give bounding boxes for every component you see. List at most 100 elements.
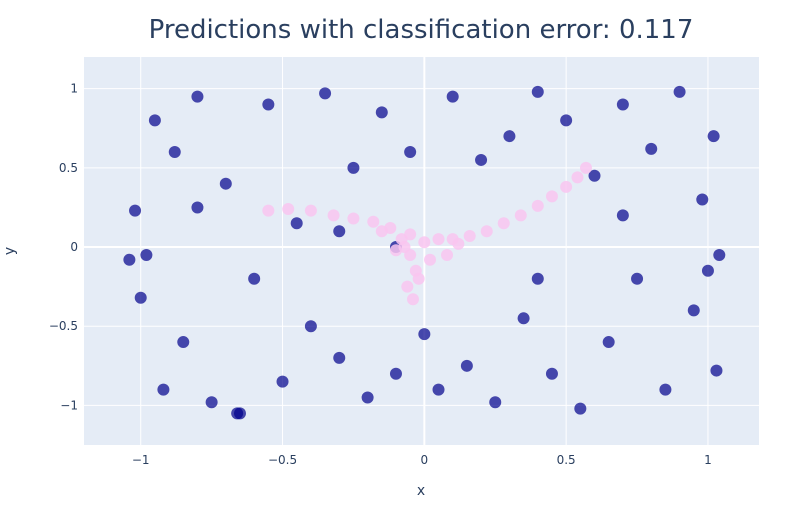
gridlines [84, 57, 759, 445]
scatter-point [441, 248, 454, 261]
scatter-point [616, 209, 629, 222]
scatter-point [463, 229, 476, 242]
scatter-point [191, 90, 204, 103]
scatter-series-1 [262, 161, 592, 306]
scatter-point [290, 217, 303, 230]
scatter-point [446, 90, 459, 103]
scatter-point [418, 328, 431, 341]
scatter-point [497, 217, 510, 230]
scatter-point [327, 209, 340, 222]
scatter-point [713, 248, 726, 261]
scatter-point [517, 312, 530, 325]
scatter-point [616, 98, 629, 111]
scatter-point [574, 402, 587, 415]
scatter-point [404, 146, 417, 159]
scatter-point [696, 193, 709, 206]
scatter-point [140, 248, 153, 261]
x-tick-label: 0 [421, 453, 429, 467]
scatter-point [375, 106, 388, 119]
scatter-point [157, 383, 170, 396]
scatter-point [645, 142, 658, 155]
scatter-point [205, 396, 218, 409]
scatter-point [148, 114, 161, 127]
scatter-point [177, 336, 190, 349]
scatter-point [545, 190, 558, 203]
scatter-point [579, 161, 592, 174]
scatter-point [262, 204, 275, 217]
scatter-point [460, 359, 473, 372]
scatter-point [347, 161, 360, 174]
scatter-point [134, 291, 147, 304]
scatter-point [687, 304, 700, 317]
scatter-point [406, 293, 419, 306]
scatter-point [231, 407, 244, 420]
scatter-point [367, 215, 380, 228]
scatter-point [545, 367, 558, 380]
scatter-point [361, 391, 374, 404]
scatter-point [673, 85, 686, 98]
scatter-point [659, 383, 672, 396]
y-axis-ticks: −1 −0.5 0 0.5 1 [49, 82, 78, 413]
scatter-point [560, 180, 573, 193]
scatter-point [191, 201, 204, 214]
scatter-point [710, 364, 723, 377]
scatter-point [531, 85, 544, 98]
scatter-point [503, 130, 516, 143]
scatter-point [412, 272, 425, 285]
y-tick-label: −1 [60, 398, 78, 412]
y-tick-label: −0.5 [49, 319, 78, 333]
scatter-point [424, 253, 437, 266]
scatter-point [129, 204, 142, 217]
scatter-point [531, 199, 544, 212]
scatter-point [168, 146, 181, 159]
x-tick-label: 0.5 [557, 453, 576, 467]
scatter-point [432, 383, 445, 396]
scatter-point [219, 177, 232, 190]
y-tick-label: 1 [70, 82, 78, 96]
scatter-point [398, 241, 411, 254]
x-tick-label: −0.5 [268, 453, 297, 467]
scatter-point [531, 272, 544, 285]
scatter-point [560, 114, 573, 127]
scatter-point [701, 264, 714, 277]
x-tick-label: 1 [704, 453, 712, 467]
scatter-points [123, 85, 726, 420]
scatter-point [475, 153, 488, 166]
scatter-point [452, 237, 465, 250]
scatter-point [282, 203, 295, 216]
scatter-point [480, 225, 493, 238]
scatter-point [248, 272, 261, 285]
scatter-point [631, 272, 644, 285]
scatter-point [262, 98, 275, 111]
scatter-point [707, 130, 720, 143]
scatter-series-0 [123, 85, 726, 420]
scatter-point [347, 212, 360, 225]
plot-area [84, 57, 759, 445]
scatter-point [489, 396, 502, 409]
chart-title: Predictions with classification error: 0… [149, 15, 694, 45]
scatter-point [571, 171, 584, 184]
scatter-point [276, 375, 289, 388]
scatter-point [432, 233, 445, 246]
scatter-point [319, 87, 332, 100]
scatter-point [514, 209, 527, 222]
scatter-point [333, 225, 346, 238]
y-axis-label: y [2, 247, 18, 255]
scatter-point [588, 169, 601, 182]
scatter-point [304, 320, 317, 333]
y-tick-label: 0.5 [59, 161, 78, 175]
scatter-point [123, 253, 136, 266]
scatter-point [304, 204, 317, 217]
scatter-point [602, 336, 615, 349]
scatter-point [401, 280, 414, 293]
x-axis-ticks: −1 −0.5 0 0.5 1 [132, 453, 712, 467]
x-axis-label: x [417, 483, 425, 499]
scatter-point [375, 225, 388, 238]
scatter-point [389, 367, 402, 380]
scatter-point [404, 228, 417, 241]
x-tick-label: −1 [132, 453, 150, 467]
y-tick-label: 0 [70, 240, 78, 254]
scatter-point [418, 236, 431, 249]
scatter-point [333, 351, 346, 364]
